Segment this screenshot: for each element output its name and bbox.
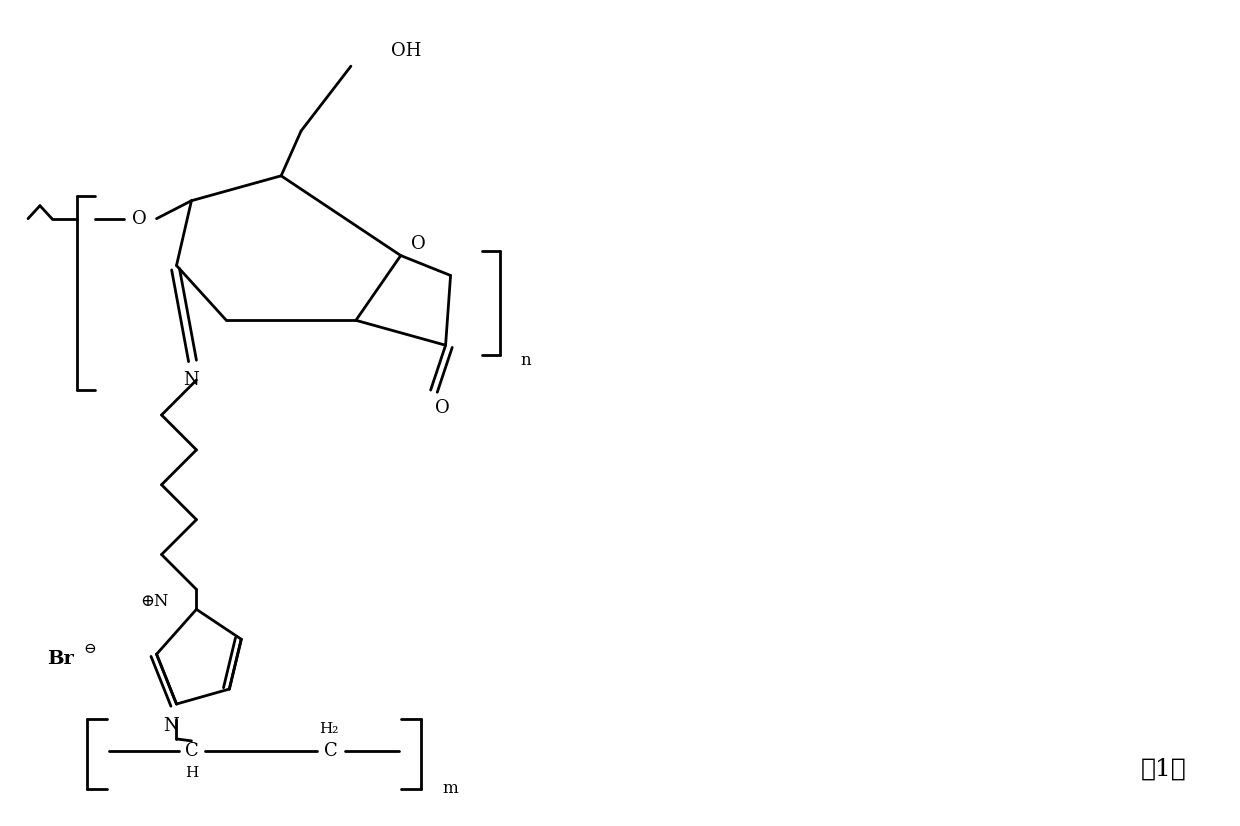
- Text: n: n: [521, 352, 531, 368]
- Text: N: N: [164, 717, 180, 735]
- Text: O: O: [133, 210, 148, 228]
- Text: H₂: H₂: [319, 722, 339, 736]
- Text: C: C: [324, 742, 337, 760]
- Text: （1）: （1）: [1141, 757, 1185, 781]
- Text: ⊕N: ⊕N: [140, 593, 169, 610]
- Text: O: O: [435, 399, 450, 417]
- Text: O: O: [412, 235, 427, 253]
- Text: N: N: [184, 371, 200, 389]
- Text: OH: OH: [391, 42, 422, 60]
- Text: m: m: [443, 781, 459, 797]
- Text: H: H: [185, 766, 198, 780]
- Text: C: C: [185, 742, 198, 760]
- Text: ⊖: ⊖: [83, 642, 97, 656]
- Text: Br: Br: [47, 650, 74, 668]
